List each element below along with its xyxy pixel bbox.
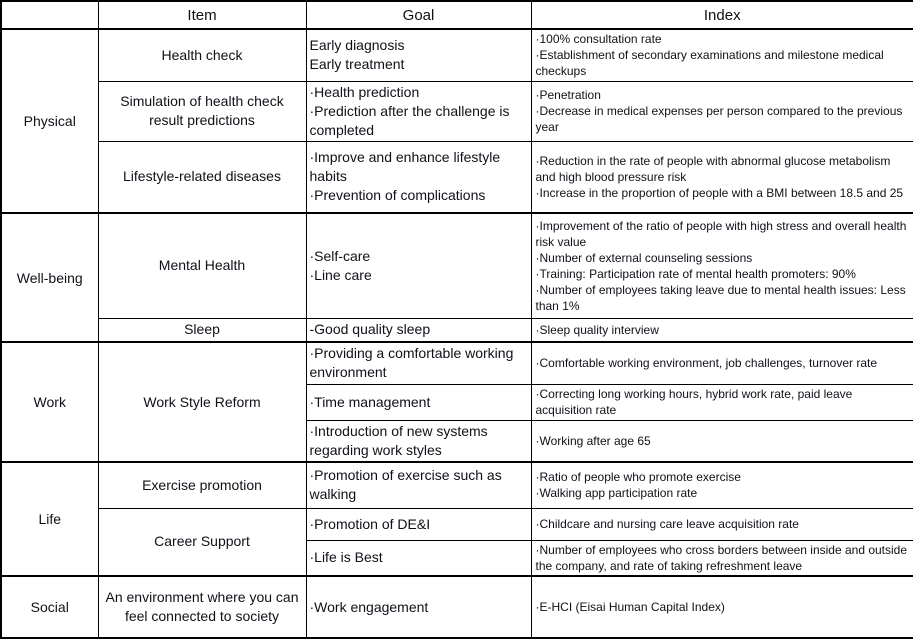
item-cell: Exercise promotion [97,461,307,509]
table-row: Simulation of health check result predic… [1,80,913,142]
index-cell: ·Penetration ·Decrease in medical expens… [530,80,913,142]
column-header-item: Item [97,0,307,30]
table-row: Well-being Mental Health ·Self-care ·Lin… [0,212,913,343]
category-cell-social: Social [0,575,99,639]
item-cell: Mental Health [97,212,307,319]
category-cell-well-being: Well-being [0,212,99,343]
item-cell: Work Style Reform [97,341,307,463]
index-cell: ·Childcare and nursing care leave acquis… [530,507,913,541]
column-header-goal: Goal [305,0,532,30]
item-cell: Lifestyle-related diseases [97,140,307,214]
index-cell: ·Improvement of the ratio of people with… [530,212,913,319]
table-row: ·Introduction of new systems regarding w… [1,419,913,463]
goal-cell: ·Health prediction ·Prediction after the… [305,80,532,142]
index-cell: ·100% consultation rate ·Establishment o… [530,28,913,82]
table-row: ·Time management ·Correcting long workin… [1,383,913,421]
category-cell-life: Life [0,461,99,577]
goal-cell: ·Introduction of new systems regarding w… [305,419,532,463]
index-cell: ·Working after age 65 [530,419,913,463]
goal-cell: ·Time management [305,383,532,421]
item-cell: Simulation of health check result predic… [97,80,307,142]
goal-cell: ·Promotion of exercise such as walking [305,461,532,509]
table-row: Social An environment where you can feel… [0,575,913,639]
category-cell-physical: Physical [0,28,99,214]
goal-cell: ·Providing a comfortable working environ… [305,341,532,385]
goal-cell: ·Work engagement [305,575,532,639]
table-row: Lifestyle-related diseases ·Improve and … [1,140,913,214]
column-header-category [0,0,99,30]
goal-cell: -Good quality sleep [305,317,532,343]
item-cell: An environment where you can feel connec… [97,575,307,639]
item-cell: Health check [97,28,307,82]
item-cell: Sleep [97,317,307,343]
index-cell: ·Sleep quality interview [530,317,913,343]
goal-cell: ·Life is Best [305,539,532,577]
category-cell-work: Work [0,341,99,463]
table-row: Sleep -Good quality sleep ·Sleep quality… [1,317,913,343]
index-cell: ·Correcting long working hours, hybrid w… [530,383,913,421]
goal-cell: Early diagnosis Early treatment [305,28,532,82]
index-cell: ·Comfortable working environment, job ch… [530,341,913,385]
header-row: Item Goal Index [0,0,913,30]
goal-cell: ·Improve and enhance lifestyle habits ·P… [305,140,532,214]
column-header-index: Index [530,0,913,30]
table-row: Physical Health check Early diagnosis Ea… [0,28,913,214]
index-cell: ·Number of employees who cross borders b… [530,539,913,577]
index-cell: ·E-HCI (Eisai Human Capital Index) [530,575,913,639]
table-row: Work Work Style Reform ·Providing a comf… [0,341,913,463]
index-cell: ·Ratio of people who promote exercise ·W… [530,461,913,509]
goal-cell: ·Self-care ·Line care [305,212,532,319]
item-cell: Career Support [97,507,307,577]
table-row: Life Exercise promotion ·Promotion of ex… [0,461,913,577]
table-row: Career Support ·Promotion of DE&I ·Child… [1,507,913,577]
goal-cell: ·Promotion of DE&I [305,507,532,541]
table-row: ·Life is Best ·Number of employees who c… [1,539,913,577]
index-cell: ·Reduction in the rate of people with ab… [530,140,913,214]
